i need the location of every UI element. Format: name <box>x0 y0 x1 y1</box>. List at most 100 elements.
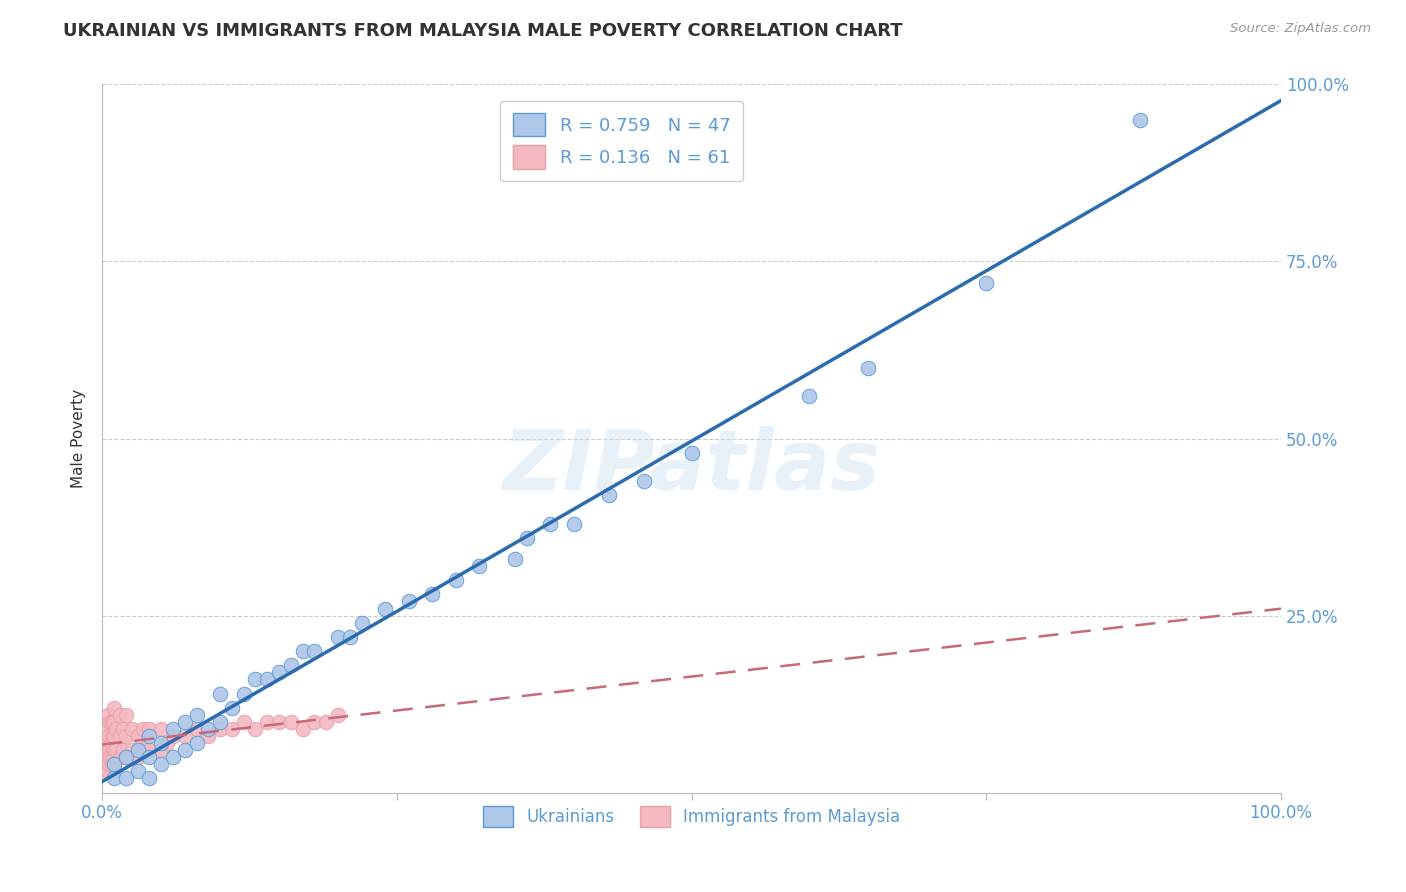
Point <box>197 722 219 736</box>
Point <box>304 644 326 658</box>
Point <box>267 714 290 729</box>
Point <box>681 446 703 460</box>
Point <box>221 700 243 714</box>
Point <box>503 552 526 566</box>
Point <box>100 714 122 729</box>
Point <box>150 743 173 757</box>
Point <box>103 714 125 729</box>
Point <box>97 764 120 779</box>
Point <box>138 743 160 757</box>
Point <box>94 750 117 764</box>
Point <box>105 743 128 757</box>
Point <box>398 594 420 608</box>
Point <box>114 772 136 786</box>
Point <box>108 750 131 764</box>
Point <box>150 736 173 750</box>
Point <box>103 757 125 772</box>
Point <box>162 729 184 743</box>
Point <box>516 531 538 545</box>
Point <box>127 729 149 743</box>
Point <box>100 750 122 764</box>
Point <box>374 601 396 615</box>
Point <box>280 714 302 729</box>
Point <box>103 772 125 786</box>
Point <box>98 743 121 757</box>
Point <box>444 573 467 587</box>
Point <box>103 743 125 757</box>
Point <box>94 764 117 779</box>
Point <box>173 743 195 757</box>
Point <box>103 729 125 743</box>
Point <box>97 736 120 750</box>
Point <box>350 615 373 630</box>
Text: Source: ZipAtlas.com: Source: ZipAtlas.com <box>1230 22 1371 36</box>
Point <box>97 722 120 736</box>
Point <box>114 750 136 764</box>
Point <box>97 750 120 764</box>
Point <box>538 516 561 531</box>
Point <box>108 729 131 743</box>
Point <box>96 757 118 772</box>
Point <box>138 729 160 743</box>
Point <box>150 722 173 736</box>
Point <box>138 750 160 764</box>
Point <box>112 743 135 757</box>
Point <box>1128 112 1150 127</box>
Point <box>173 729 195 743</box>
Point <box>150 757 173 772</box>
Point <box>186 707 208 722</box>
Point <box>112 722 135 736</box>
Point <box>291 644 314 658</box>
Point <box>186 722 208 736</box>
Point <box>256 673 278 687</box>
Point <box>127 743 149 757</box>
Point <box>105 722 128 736</box>
Point <box>221 722 243 736</box>
Point <box>858 360 880 375</box>
Point <box>173 714 195 729</box>
Point <box>138 772 160 786</box>
Point <box>280 658 302 673</box>
Point <box>132 743 155 757</box>
Point <box>100 736 122 750</box>
Point <box>114 729 136 743</box>
Point <box>974 276 997 290</box>
Text: ZIPatlas: ZIPatlas <box>503 426 880 508</box>
Point <box>114 707 136 722</box>
Point <box>101 750 124 764</box>
Point <box>138 722 160 736</box>
Point <box>98 757 121 772</box>
Point <box>209 714 232 729</box>
Point <box>101 729 124 743</box>
Point <box>562 516 585 531</box>
Point <box>156 736 179 750</box>
Point <box>232 714 254 729</box>
Point <box>127 750 149 764</box>
Point <box>209 686 232 700</box>
Text: UKRAINIAN VS IMMIGRANTS FROM MALAYSIA MALE POVERTY CORRELATION CHART: UKRAINIAN VS IMMIGRANTS FROM MALAYSIA MA… <box>63 22 903 40</box>
Point <box>315 714 337 729</box>
Point <box>121 743 143 757</box>
Point <box>97 707 120 722</box>
Point <box>326 707 349 722</box>
Point <box>103 757 125 772</box>
Point <box>162 750 184 764</box>
Point <box>468 559 491 574</box>
Point <box>232 686 254 700</box>
Point <box>799 389 821 403</box>
Point <box>267 665 290 680</box>
Point <box>304 714 326 729</box>
Point <box>420 587 443 601</box>
Y-axis label: Male Poverty: Male Poverty <box>72 389 86 488</box>
Point <box>598 488 620 502</box>
Point <box>633 474 655 488</box>
Point <box>98 729 121 743</box>
Point <box>103 700 125 714</box>
Point <box>94 736 117 750</box>
Point <box>100 757 122 772</box>
Point <box>209 722 232 736</box>
Point <box>339 630 361 644</box>
Point <box>100 714 122 729</box>
Point <box>127 764 149 779</box>
Point <box>132 722 155 736</box>
